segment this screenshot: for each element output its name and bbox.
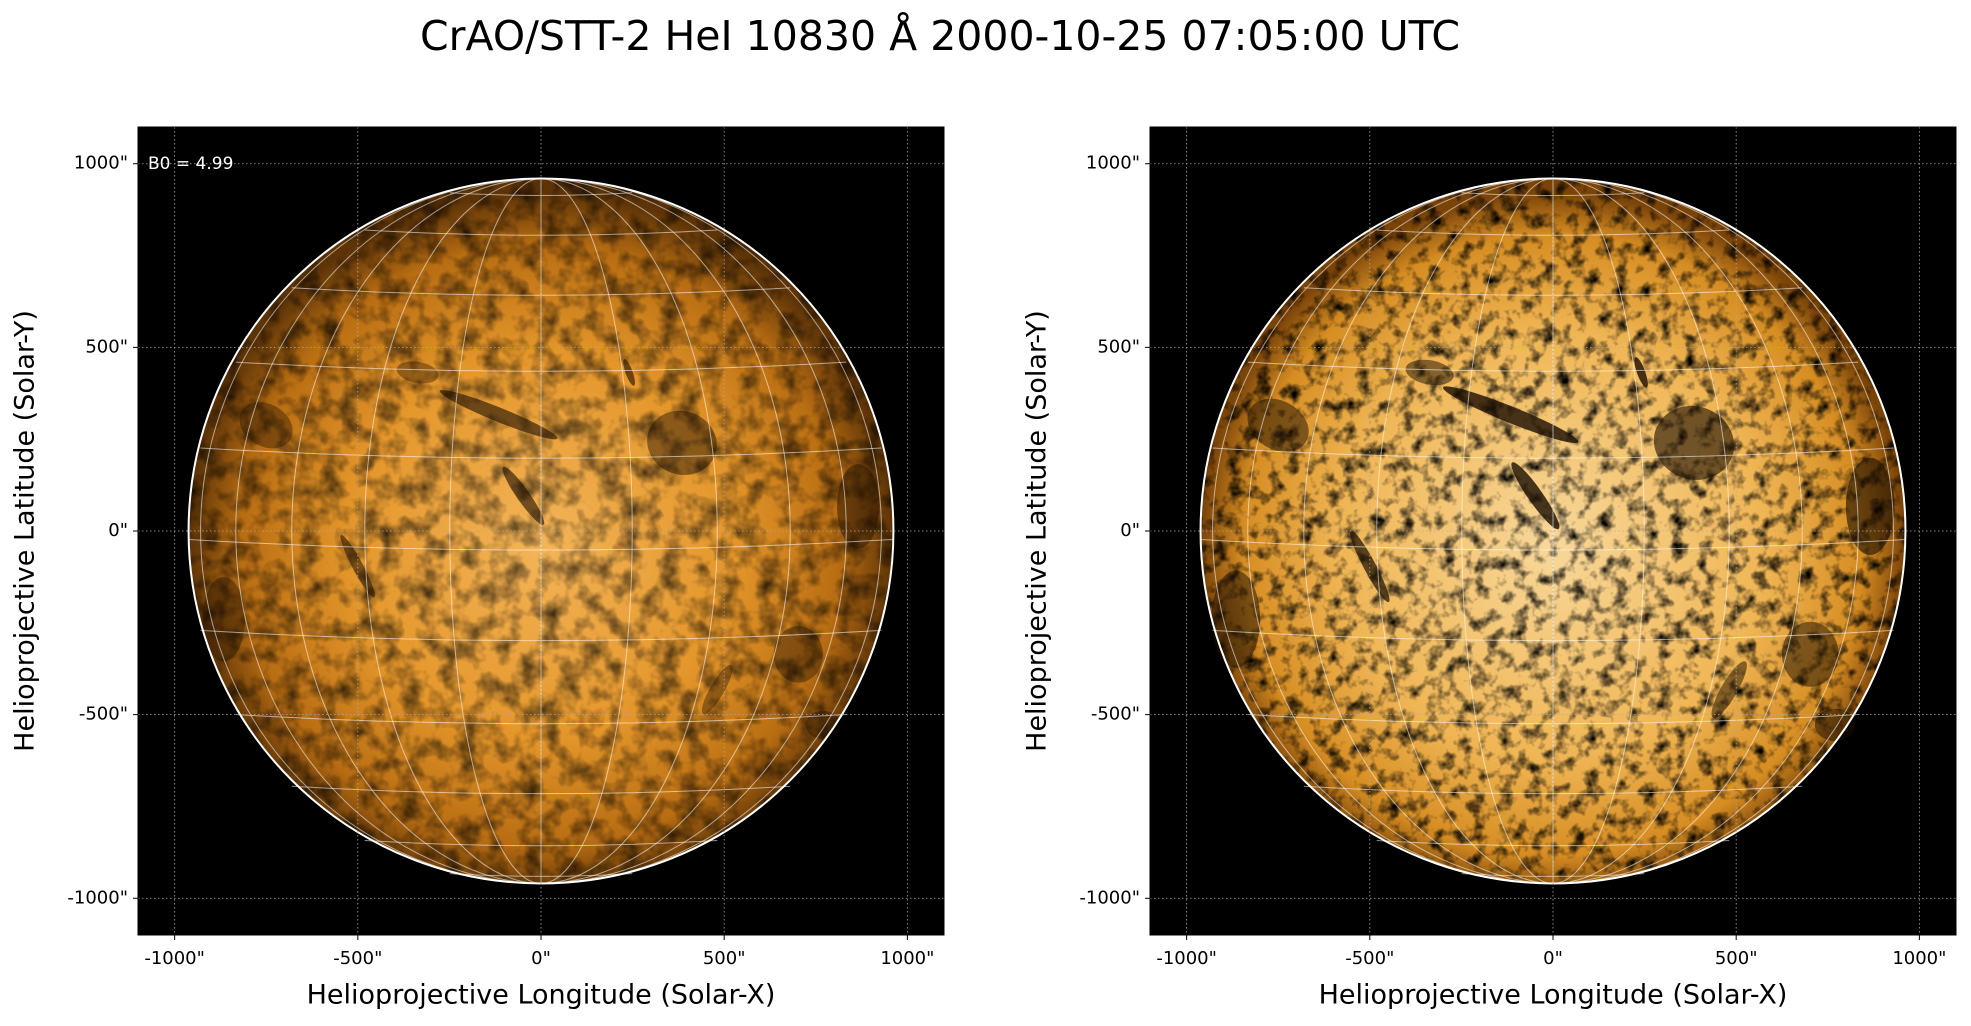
panel: -1000" -500" 0" 500" 1000" -1000" -500" 0" 500" 1… (1022, 126, 1957, 1011)
y-tick-label: 1000" (74, 153, 128, 174)
plot-frame (137, 126, 945, 936)
dark-feature (1511, 462, 1560, 530)
x-axis-label: Helioprojective Longitude (Solar-X) (307, 980, 776, 1011)
dark-feature (1442, 386, 1579, 444)
dark-feature (1814, 708, 1856, 742)
annotation: B0 = 4.99 (148, 154, 233, 174)
x-axis-label: Helioprojective Longitude (Solar-X) (1319, 980, 1788, 1011)
dark-features (202, 359, 880, 739)
parallel (200, 447, 882, 459)
x-tick-label: -1000" (144, 948, 205, 969)
x-tick-label: 1000" (1892, 948, 1946, 969)
x-tick-label: 0" (531, 948, 551, 969)
dark-feature (396, 361, 439, 384)
panel: -1000" -500" 0" 500" 1000" -1000" -500" 0" 500" 1… (10, 126, 945, 1011)
parallel (364, 839, 718, 847)
parallel (1376, 839, 1730, 847)
dark-feature (773, 626, 823, 683)
y-tick-label: 0" (108, 520, 128, 541)
dark-feature (1711, 661, 1747, 718)
dark-feature (502, 466, 545, 525)
x-tick-label: 500" (703, 948, 746, 969)
parallel (188, 538, 894, 551)
dark-feature (439, 390, 558, 440)
y-tick-label: 1000" (1086, 153, 1140, 174)
x-tick-label: -500" (1345, 948, 1394, 969)
y-tick-label: 0" (1120, 520, 1140, 541)
y-tick-label: -1000" (67, 887, 128, 908)
y-axis-label: Helioprojective Latitude (Solar-Y) (10, 310, 41, 752)
parallel (1212, 629, 1894, 642)
dark-feature (1405, 359, 1454, 386)
y-tick-label: -500" (79, 704, 128, 725)
y-tick-label: 500" (85, 336, 128, 357)
parallel (291, 785, 791, 795)
dark-feature (837, 464, 880, 549)
y-axis-label: Helioprojective Latitude (Solar-Y) (1022, 310, 1053, 752)
dark-feature (623, 359, 635, 386)
parallel (200, 629, 882, 642)
figure-title: CrAO/STT-2 HeI 10830 Å 2000-10-25 07:05:… (420, 12, 1460, 60)
parallel (1303, 785, 1803, 795)
dark-feature (1349, 530, 1390, 603)
dark-feature (1211, 570, 1261, 668)
parallel (1212, 447, 1894, 459)
dark-feature (647, 410, 717, 476)
parallel (1200, 538, 1906, 551)
y-tick-label: 500" (1097, 336, 1140, 357)
x-tick-label: -1000" (1156, 948, 1217, 969)
dark-feature (1634, 357, 1648, 388)
dark-feature (202, 576, 245, 662)
dark-feature (1781, 621, 1839, 687)
y-tick-label: -1000" (1079, 887, 1140, 908)
plot-frame (1149, 126, 1957, 936)
x-tick-label: 500" (1715, 948, 1758, 969)
dark-feature (1247, 398, 1309, 452)
dark-feature (1653, 405, 1735, 480)
y-tick-label: -500" (1091, 704, 1140, 725)
x-tick-label: 0" (1543, 948, 1563, 969)
dark-feature (701, 664, 733, 715)
x-tick-label: 1000" (880, 948, 934, 969)
x-tick-label: -500" (333, 948, 382, 969)
